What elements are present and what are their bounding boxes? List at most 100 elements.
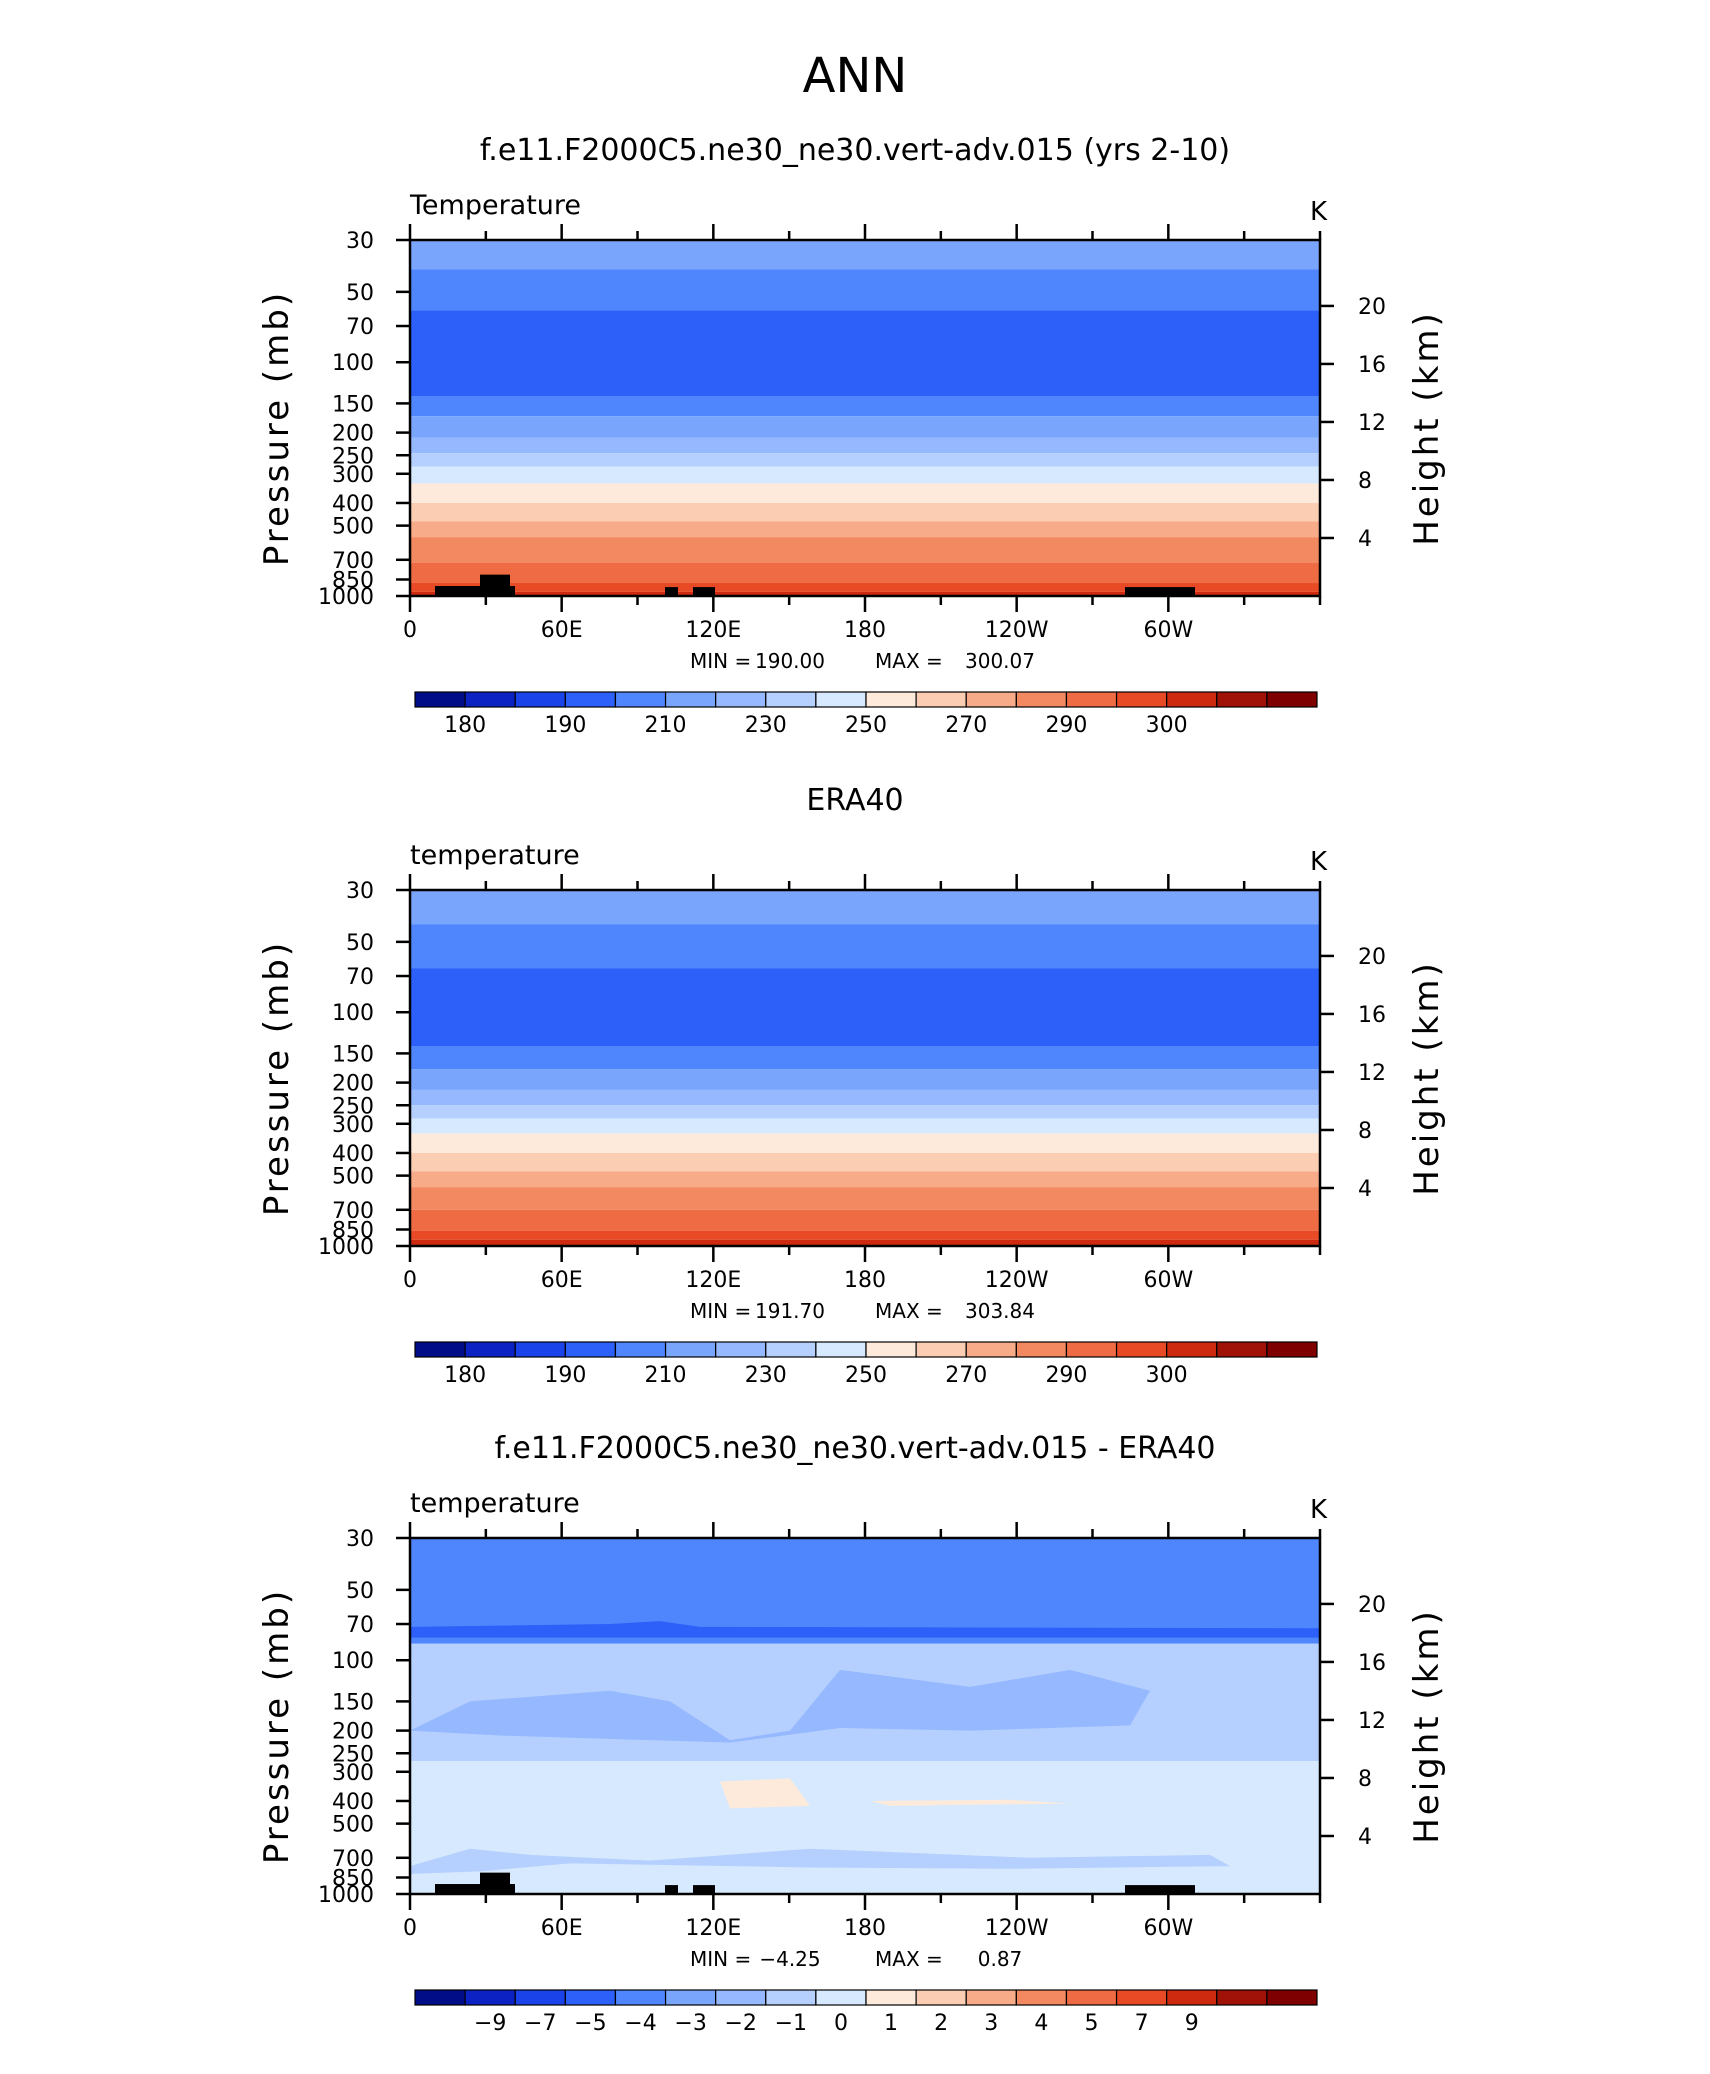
colorbar-box [815,691,867,708]
contour-band [410,310,1320,397]
stats-max-label: MAX = [875,1947,943,1971]
p-tick-label: 200 [332,1072,374,1097]
p-tick-label: 1000 [318,1883,374,1908]
colorbar-box [1115,1989,1168,2006]
p-tick-label: 100 [332,351,374,376]
colorbar-label: 180 [444,713,486,738]
topography-mask [1125,1885,1195,1894]
x-tick-label: 60W [1143,1916,1193,1941]
colorbar-label: −3 [674,2011,706,2036]
p-tick-label: 30 [346,879,374,904]
colorbar-label: −9 [474,2011,506,2036]
colorbar-box [464,1341,516,1358]
contour-band [410,890,1320,925]
x-tick-label: 120E [685,618,741,643]
variable-label: temperature [410,840,580,871]
height-tick-label: 4 [1358,1177,1372,1202]
colorbar-box [1166,1341,1218,1358]
colorbar-label: 250 [845,713,887,738]
colorbar-label: 0 [834,2011,848,2036]
stats-max: 0.87 [978,1947,1023,1971]
colorbar-box [564,1341,617,1358]
p-tick-label: 300 [332,463,374,488]
p-tick-label: 70 [346,965,374,990]
p-tick-label: 400 [332,1142,374,1167]
x-tick-label: 180 [844,1268,886,1293]
colorbar-label: 4 [1034,2011,1048,2036]
contour-band [410,483,1320,503]
x-tick-label: 0 [403,1916,417,1941]
topography-mask [1125,587,1195,596]
colorbar-label: 3 [984,2011,998,2036]
panel-title: f.e11.F2000C5.ne30_ne30.vert-adv.015 (yr… [480,133,1230,168]
topography-mask [693,587,715,596]
colorbar-label: 300 [1146,713,1188,738]
p-tick-label: 850 [332,569,374,594]
colorbar-label: 5 [1085,2011,1099,2036]
contour-band [410,968,1320,1047]
contour-band [410,466,1320,484]
stats-max: 300.07 [965,649,1035,673]
x-tick-label: 0 [403,618,417,643]
contour-band [410,521,1320,538]
units-label: K [1310,197,1328,227]
x-tick-label: 60E [541,1916,583,1941]
x-tick-label: 120E [685,1268,741,1293]
p-tick-label: 700 [332,1199,374,1224]
colorbar-label: 290 [1045,1363,1087,1388]
colorbar-box [815,1341,867,1358]
stats-max-label: MAX = [875,649,943,673]
stats-min-label: MIN = [690,1299,751,1323]
panel-title: f.e11.F2000C5.ne30_ne30.vert-adv.015 - E… [494,1431,1215,1466]
x-tick-label: 120W [985,1268,1049,1293]
colorbar-box [414,1341,466,1358]
p-tick-label: 100 [332,1649,374,1674]
variable-label: Temperature [409,190,581,221]
figure-title: ANN [803,48,908,104]
colorbar-label: 250 [845,1363,887,1388]
contour-region [720,1778,810,1809]
colorbar-label: 190 [544,713,586,738]
contour-band [410,1069,1320,1090]
p-tick-label: 400 [332,1790,374,1815]
colorbar-box [464,691,516,708]
contour-band [410,240,1320,270]
p-tick-label: 700 [332,1847,374,1872]
p-tick-label: 500 [332,1165,374,1190]
topography-mask [435,586,515,596]
colorbar-box [664,691,717,708]
colorbar-box [1015,691,1068,708]
topography-mask [480,1872,510,1894]
stats-min-label: MIN = [690,1947,751,1971]
y-axis-label: Pressure (mb) [257,940,297,1216]
contour-band [410,1133,1320,1153]
colorbar-box [915,1989,967,2006]
contour-region [410,1848,1230,1874]
colorbar-box [1065,1989,1118,2006]
colorbar-label: 2 [934,2011,948,2036]
stats-max: 303.84 [965,1299,1035,1323]
contour-band [410,1152,1320,1172]
panel-title: ERA40 [806,783,903,818]
p-tick-label: 300 [332,1113,374,1138]
p-tick-label: 50 [346,1579,374,1604]
colorbar-label: 270 [945,1363,987,1388]
units-label: K [1310,1495,1328,1525]
p-tick-label: 70 [346,1613,374,1638]
y-axis-label: Pressure (mb) [257,290,297,566]
contour-band [410,1105,1320,1119]
colorbar-box [965,691,1017,708]
colorbar-label: 180 [444,1363,486,1388]
colorbar-box [865,1341,917,1358]
colorbar-box [765,1989,817,2006]
colorbar-box [664,1341,717,1358]
colorbar-box [765,691,817,708]
contour-band [410,453,1320,467]
colorbar-box [1115,1341,1168,1358]
colorbar-box [514,1341,566,1358]
p-tick-label: 250 [332,1742,374,1767]
p-tick-label: 150 [332,1042,374,1067]
topography-mask [435,1884,515,1894]
colorbar-box [414,1989,466,2006]
contour-band [410,1239,1320,1246]
